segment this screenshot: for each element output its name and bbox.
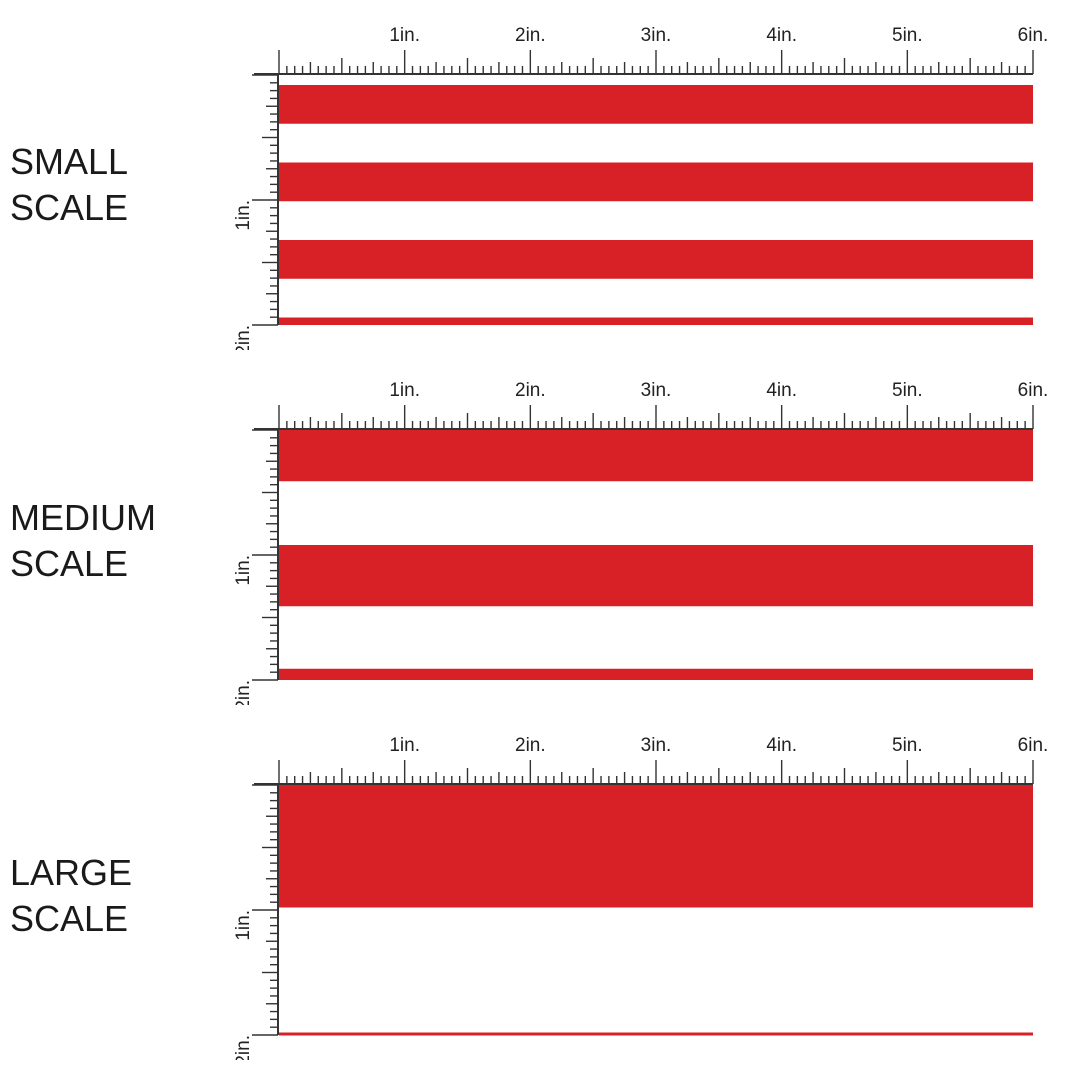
scale-label-medium: MEDIUM SCALE <box>10 495 156 587</box>
ruler-label-x: 5in. <box>892 25 923 46</box>
ruler-label-x: 5in. <box>892 380 923 401</box>
stripe <box>279 85 1033 124</box>
ruler-label-x: 5in. <box>892 735 923 756</box>
ruler-label-x: 3in. <box>641 25 672 46</box>
scale-label-small: SMALL SCALE <box>10 139 128 231</box>
ruler-label-y: 2in. <box>233 680 254 705</box>
ruler-label-y: 1in. <box>233 200 254 231</box>
scale-label-large: LARGE SCALE <box>10 850 132 942</box>
ruler-label-x: 1in. <box>389 380 420 401</box>
ruler-label-x: 3in. <box>641 380 672 401</box>
ruler-label-x: 2in. <box>515 380 546 401</box>
stripe <box>279 668 1033 680</box>
stripe <box>279 545 1033 607</box>
ruler-label-x: 6in. <box>1018 735 1049 756</box>
scale-label-line2: SCALE <box>10 543 129 584</box>
ruler-swatch-medium: 1in. 2in. 3in. 4in. 5in. 6in. 1in. 2in. <box>233 380 1049 705</box>
ruler-label-y: 1in. <box>233 555 254 586</box>
ruler-label-y: 1in. <box>233 910 254 941</box>
ruler-label-x: 1in. <box>389 25 420 46</box>
stripe <box>279 1032 1033 1036</box>
ruler-label-x: 4in. <box>766 735 797 756</box>
ruler-label-y: 2in. <box>233 325 254 350</box>
stripe <box>279 430 1033 482</box>
ruler-label-x: 6in. <box>1018 380 1049 401</box>
panel-large-scale: LARGE SCALE 1in. 2in. 3in. 4in. 5in. 6in. 1in.… <box>0 710 1080 1060</box>
ruler-label-x: 2in. <box>515 735 546 756</box>
scale-label-line1: SMALL <box>10 141 129 182</box>
ruler-label-x: 4in. <box>766 380 797 401</box>
stripe <box>279 785 1033 908</box>
scale-label-line2: SCALE <box>10 898 129 939</box>
ruler-swatch-small: 1in. 2in. 3in. 4in. 5in. 6in. 1in. 2in. <box>233 25 1049 350</box>
ruler-swatch-large: 1in. 2in. 3in. 4in. 5in. 6in. 1in. 2in. <box>233 735 1049 1060</box>
stripe <box>279 317 1033 325</box>
ruler-label-y: 2in. <box>233 1035 254 1060</box>
panel-small-scale: SMALL SCALE 1in. 2in. 3in. 4in. 5in. 6in. 1in.… <box>0 0 1080 350</box>
scale-label-line2: SCALE <box>10 187 129 228</box>
ruler-label-x: 2in. <box>515 25 546 46</box>
stripe <box>279 240 1033 279</box>
ruler-label-x: 3in. <box>641 735 672 756</box>
stripe <box>279 162 1033 202</box>
ruler-label-x: 1in. <box>389 735 420 756</box>
ruler-label-x: 6in. <box>1018 25 1049 46</box>
panel-medium-scale: MEDIUM SCALE 1in. 2in. 3in. 4in. 5in. 6in. 1in… <box>0 355 1080 705</box>
ruler-label-x: 4in. <box>766 25 797 46</box>
scale-label-line1: MEDIUM <box>10 497 156 538</box>
scale-label-line1: LARGE <box>10 852 133 893</box>
